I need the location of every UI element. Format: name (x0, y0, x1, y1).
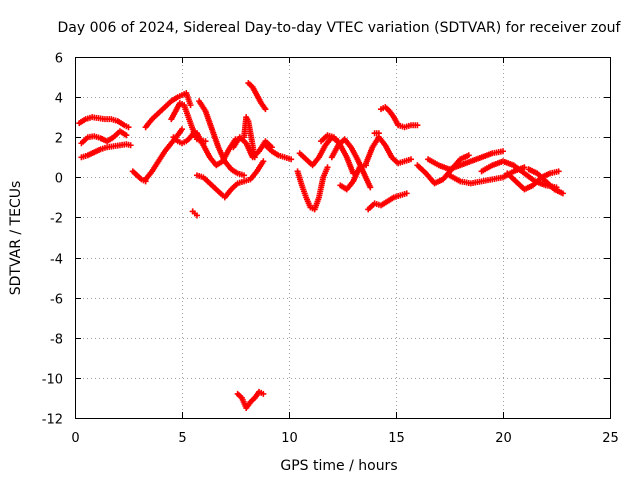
data-point (367, 184, 374, 191)
plot-frame (75, 57, 611, 419)
data-point (125, 124, 132, 131)
y-tick-label: -4 (50, 253, 63, 268)
series-arc-32 (504, 168, 562, 193)
series-arc-25 (363, 134, 414, 167)
series-arc-17 (234, 388, 267, 411)
y-tick-label: 6 (55, 52, 63, 67)
data-point (324, 164, 331, 171)
y-tick-label: 4 (55, 92, 63, 107)
y-tick-label: -2 (50, 212, 63, 227)
series-arc-15 (241, 114, 258, 161)
grid-lines (75, 57, 610, 418)
data-point (193, 212, 200, 219)
data-point (500, 148, 506, 155)
series-arc-26 (378, 104, 421, 131)
data-point (251, 154, 258, 161)
x-tick-label: 15 (388, 431, 405, 446)
data-point (260, 390, 267, 397)
series-arc-01 (76, 114, 132, 131)
chart-title: Day 006 of 2024, Sidereal Day-to-day VTE… (58, 20, 622, 36)
series-arc-04 (129, 168, 149, 185)
axis-ticks: 0 5 10 15 20 25 -12 -10 -8 -6 -4 -2 0 2 4 6 (42, 52, 619, 447)
series-arc-22 (328, 136, 374, 191)
data-point (555, 168, 562, 175)
y-tick-label: -6 (50, 293, 63, 308)
series-arc-33 (525, 166, 566, 197)
data-point (559, 190, 566, 197)
data-point (187, 102, 194, 109)
series-arc-06 (142, 126, 185, 183)
series-arc-05 (142, 90, 194, 131)
data-point (123, 132, 130, 139)
series-arc-03 (78, 128, 130, 147)
series-arc-18 (262, 142, 295, 163)
data-point (260, 158, 267, 165)
data-point (262, 106, 269, 113)
x-tick-label: 20 (495, 431, 512, 446)
data-point (179, 126, 185, 133)
y-tick-label: -8 (50, 333, 63, 348)
series-arc-09 (189, 208, 200, 219)
series-arc-13 (221, 158, 267, 201)
data-points (76, 80, 566, 411)
y-axis-label: SDTVAR / TECUs (8, 181, 24, 296)
x-tick-label: 10 (281, 431, 298, 446)
x-tick-label: 25 (602, 431, 619, 446)
data-point (127, 142, 134, 149)
data-point (375, 130, 382, 137)
series-arc-12 (193, 172, 226, 199)
y-tick-label: -10 (42, 373, 63, 388)
data-point (288, 156, 295, 163)
x-tick-label: 5 (178, 431, 186, 446)
data-point (407, 156, 414, 163)
series-arc-02 (78, 141, 134, 161)
y-tick-label: -12 (42, 413, 63, 428)
series-arc-16 (245, 80, 269, 113)
data-point (521, 164, 528, 171)
data-point (414, 122, 421, 129)
y-tick-label: 0 (55, 172, 63, 187)
data-point (241, 172, 248, 179)
data-point (403, 190, 410, 197)
y-tick-label: 2 (55, 132, 63, 147)
series-arc-24 (365, 190, 410, 213)
series-arc-19 (294, 164, 331, 213)
data-point (465, 152, 472, 159)
x-tick-label: 0 (71, 431, 79, 446)
series-arc-27 (371, 130, 382, 137)
x-axis-label: GPS time / hours (280, 458, 397, 474)
series-arc-29 (425, 148, 506, 173)
